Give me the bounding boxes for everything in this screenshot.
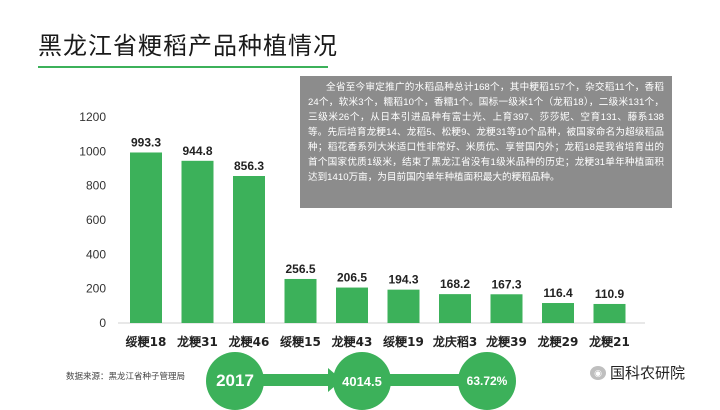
y-tick-label: 0 (99, 316, 106, 330)
bar-value-label: 110.9 (595, 287, 625, 301)
bar-value-label: 116.4 (543, 286, 573, 300)
x-tick-label: 绥粳15 (280, 334, 321, 349)
bars (130, 152, 626, 323)
x-tick-label: 龙粳46 (229, 334, 270, 349)
x-tick-label: 绥粳18 (126, 334, 167, 349)
bar (130, 152, 162, 323)
x-tick-label: 绥粳19 (383, 334, 424, 349)
watermark-text: 国科农研院 (610, 365, 686, 382)
bar (233, 176, 265, 323)
page-title: 黑龙江省粳稻产品种植情况 (38, 33, 338, 60)
description-note: 全省至今审定推广的水稻品种总计168个，其中粳稻157个，杂交稻11个，香稻24… (300, 76, 672, 208)
bar-value-label: 993.3 (131, 135, 161, 149)
x-tick-label: 龙粳21 (589, 334, 630, 349)
y-tick-label: 1200 (79, 110, 106, 124)
bar-value-label: 944.8 (182, 144, 212, 158)
x-tick-label: 龙庆稻3 (433, 334, 477, 349)
bar (593, 303, 626, 323)
bar (387, 289, 420, 323)
arrow-right-icon (390, 368, 482, 392)
y-tick-label: 1000 (79, 144, 106, 158)
bar-value-label: 194.3 (388, 273, 418, 287)
data-source: 数据来源：黑龙江省种子管理局 (66, 371, 186, 381)
y-tick-label: 400 (86, 247, 106, 261)
bar (336, 287, 368, 323)
bar (439, 294, 471, 323)
highlight-percent: 63.72% (458, 352, 516, 410)
arrow-right-icon (262, 368, 342, 392)
watermark: ◉ 国科农研院 (590, 362, 685, 383)
x-tick-label: 龙粳31 (177, 334, 218, 349)
bar (542, 303, 574, 323)
bar-value-label: 856.3 (234, 159, 264, 173)
x-tick-label: 龙粳29 (538, 334, 579, 349)
x-tick-label: 龙粳39 (486, 334, 527, 349)
title-underline (38, 66, 328, 68)
bar-value-label: 206.5 (337, 271, 367, 285)
highlight-year: 2017 (206, 352, 264, 410)
highlight-area: 4014.5 (333, 352, 391, 410)
y-tick-label: 200 (86, 282, 106, 296)
bar (490, 294, 523, 323)
bar-value-label: 256.5 (285, 262, 315, 276)
x-axis: 绥粳18 龙粳31 龙粳46 绥粳15 龙粳43 绥粳19 龙庆稻3 龙粳39 龙粳29 龙粳21 (126, 334, 630, 349)
x-tick-label: 龙粳43 (332, 334, 373, 349)
y-axis: 0 200 400 600 800 1000 1200 (79, 110, 106, 330)
value-labels: 993.3 944.8 856.3 256.5 206.5 194.3 168.2 167.3… (131, 135, 625, 300)
y-tick-label: 800 (86, 179, 106, 193)
bar (181, 160, 214, 323)
wechat-icon: ◉ (590, 365, 606, 380)
bar-value-label: 168.2 (440, 277, 470, 291)
bar-value-label: 167.3 (491, 277, 521, 291)
bar (284, 278, 317, 323)
y-tick-label: 600 (86, 213, 106, 227)
